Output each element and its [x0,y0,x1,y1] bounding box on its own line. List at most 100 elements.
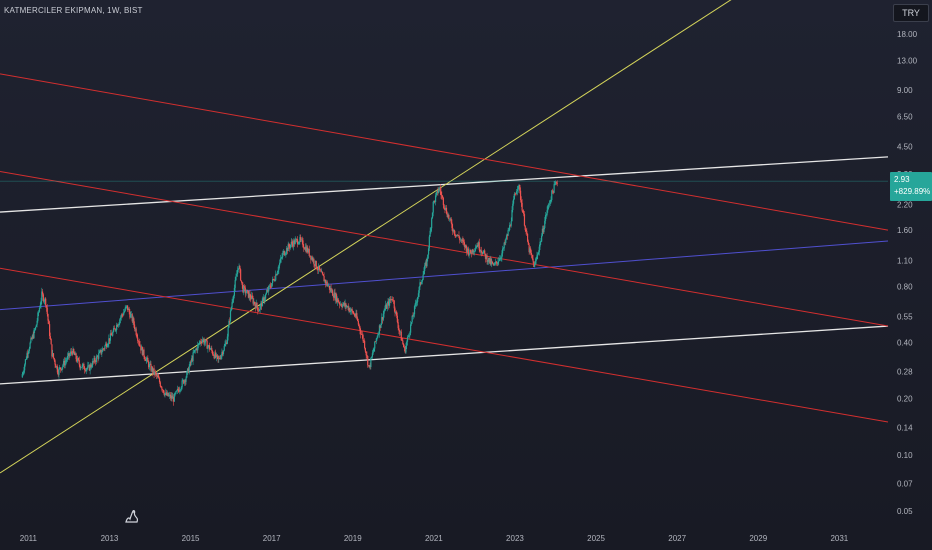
price-tick-label: 0.05 [897,507,913,516]
candle-body [43,301,45,302]
candle-body [438,187,441,190]
candle-body [246,290,248,293]
candle-body [497,261,499,264]
yellow-trendline-3[interactable] [0,0,742,474]
symbol-title[interactable]: KATMERCILER EKIPMAN, 1W, BIST [4,6,143,15]
candle-body [371,353,374,357]
time-axis[interactable]: 2011 2013 2015 2017 2019 2021 2023 2025 2027 2029… [20,534,849,543]
candle-body [530,252,533,255]
candle-body [26,353,28,360]
candle-body [468,254,470,256]
candle-body [151,367,154,373]
candle-body [153,368,155,375]
candle-body [473,251,475,253]
candle-body [405,345,407,353]
candle-body [308,249,310,256]
red-trendline-6[interactable] [0,267,889,423]
candle-body [507,230,509,236]
candle-body [274,280,276,281]
candle-body [541,228,544,236]
candle-body [94,361,97,363]
candle-body [536,255,538,260]
candle-body [342,304,344,308]
candle-body [255,302,257,309]
candle-body [434,195,437,203]
candle-body [79,364,81,369]
white-trendline-0[interactable] [0,325,889,385]
candle-body [393,300,395,309]
red-trendline-4[interactable] [0,73,889,231]
candle-body [119,319,121,324]
candle-body [29,342,31,349]
candle-body [148,364,151,368]
candle-body [77,358,79,362]
white-trendline-1[interactable] [0,156,889,213]
candle-body [113,328,115,329]
candle-body [328,285,330,287]
candle-body [282,252,284,257]
candle-body [542,228,544,232]
candle-body [215,354,218,358]
candle-body [358,324,360,327]
currency-badge[interactable]: TRY [893,4,929,22]
candle-body [122,314,124,316]
candle-body [172,396,175,402]
candle-body [200,341,202,343]
candle-body [420,282,422,284]
candle-body [167,392,169,397]
candle-body [143,349,145,357]
candle-body [303,246,305,249]
candle-body [296,239,299,245]
candle-body [495,261,498,263]
candle-body [221,352,223,356]
candle-body [493,264,495,266]
candle-body [344,303,346,306]
candle-body [218,357,220,360]
candle-body [304,246,306,250]
candle-body [140,345,142,351]
candle-body [190,358,193,363]
candle-body [484,250,486,254]
candle-body [104,345,106,349]
candle-body [37,312,39,321]
candle-body [100,350,102,354]
candle-body [362,335,364,341]
candle-body [112,328,115,332]
candle-body [169,394,171,396]
candle-body [438,189,440,193]
candle-body [455,234,457,237]
candle-body [219,358,221,360]
red-trendline-5[interactable] [0,170,889,327]
candle-body [385,304,388,309]
candle-body [66,359,68,361]
candle-body [23,370,25,373]
time-tick-label: 2015 [182,534,200,543]
candle-body [466,247,468,253]
candle-body [63,360,66,366]
candle-body [466,248,469,253]
candle-body [519,184,521,191]
candle-body [52,353,55,358]
candle-body [491,261,493,265]
blue-trendline-2[interactable] [0,240,889,311]
candle-body [91,361,94,367]
candle-body [48,320,50,325]
candle-body [510,221,512,226]
candle-body [333,292,335,298]
candle-body [402,340,404,344]
candle-body [133,324,136,329]
candle-body [102,348,104,350]
candle-body [120,314,122,318]
candle-body [275,274,278,276]
candle-body [280,257,282,259]
candle-body [98,351,101,354]
candle-body [157,375,159,378]
candle-body [388,299,391,306]
candle-body [218,357,221,359]
candle-body [240,280,243,282]
price-axis[interactable]: 18.0013.009.006.504.503.202.201.601.100.… [897,30,918,516]
candle-body [256,302,258,308]
time-tick-label: 2029 [749,534,767,543]
candle-body [132,318,134,322]
